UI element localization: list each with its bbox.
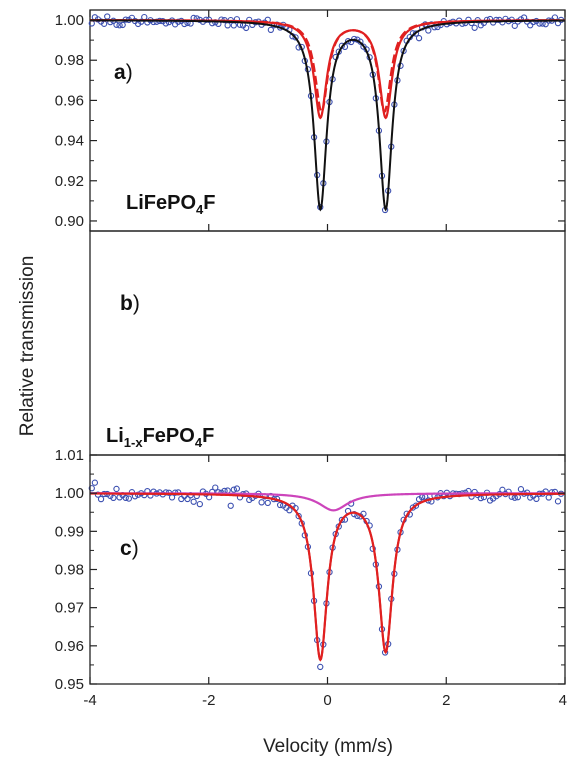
data-point — [246, 496, 253, 504]
y-tick-label: 0.96 — [55, 638, 84, 655]
data-point — [178, 495, 185, 503]
fit-curve-total-fit — [89, 492, 565, 662]
formula-text: F — [202, 425, 214, 447]
y-axis: 1.01 1.00 0.99 0.98 0.97 0.96 0.95 — [55, 447, 566, 693]
y-axis: 1.00 0.98 0.96 0.94 0.92 0.90 — [55, 10, 566, 231]
data-point — [113, 21, 120, 28]
formula-text: LiFePO — [126, 192, 196, 214]
plot-layer — [88, 13, 565, 214]
plot-layer — [88, 479, 565, 671]
data-point — [227, 502, 234, 509]
data-point — [138, 18, 145, 25]
fit-curve-total-fit — [90, 19, 565, 212]
panel-tag: a) — [114, 61, 133, 84]
data-point — [517, 16, 525, 23]
data-point — [264, 499, 271, 507]
fit-curve-component-2 — [90, 19, 565, 114]
x-axis: -4 -2 0 2 4 — [83, 692, 567, 709]
plot-frame — [89, 454, 566, 685]
data-point — [212, 484, 219, 491]
data-point — [104, 13, 111, 20]
data-point — [412, 502, 420, 509]
formula-text: F — [203, 192, 215, 214]
y-tick-label: 0.90 — [55, 213, 84, 230]
data-point — [511, 22, 518, 29]
y-tick-label: 1.01 — [55, 447, 84, 464]
y-tick-label: 0.98 — [55, 562, 84, 579]
data-point — [533, 495, 540, 503]
x-tick-label: 2 — [442, 692, 450, 709]
panel-tag: c) — [120, 537, 139, 560]
panel-c: c) — [89, 454, 566, 685]
data-point — [338, 516, 346, 524]
x-tick-label: 0 — [323, 692, 331, 709]
compound-label: Li1-xFePO4F — [106, 425, 214, 450]
panel-tag: b) — [120, 292, 140, 315]
data-point — [141, 13, 148, 21]
data-point — [168, 494, 176, 501]
data-point — [97, 495, 105, 503]
data-point — [286, 507, 293, 514]
data-point — [317, 663, 324, 671]
data-point — [91, 479, 99, 486]
x-axis-title: Velocity (mm/s) — [263, 736, 393, 757]
y-tick-label: 1.00 — [55, 12, 84, 29]
data-point — [344, 38, 352, 45]
data-point — [153, 18, 160, 25]
data-point — [125, 495, 132, 502]
data-point — [292, 34, 299, 41]
data-point — [471, 24, 478, 31]
y-tick-label: 0.95 — [55, 676, 84, 693]
y-tick-label: 0.98 — [55, 52, 84, 69]
data-point — [184, 495, 191, 503]
x-tick-label: 4 — [559, 692, 567, 709]
formula-text: Li — [106, 425, 124, 447]
data-point — [230, 486, 237, 493]
data-point — [267, 26, 275, 34]
y-tick-label: 0.97 — [55, 600, 84, 617]
y-tick-label: 0.92 — [55, 173, 84, 190]
data-point — [116, 22, 123, 29]
data-point — [360, 510, 367, 517]
y-tick-label: 0.94 — [55, 133, 84, 150]
formula-subscript: 4 — [195, 435, 203, 450]
data-point — [554, 498, 562, 505]
plot-frame — [89, 230, 566, 456]
data-point — [258, 499, 265, 506]
data-point — [233, 485, 241, 492]
data-point — [110, 494, 117, 501]
formula-text: FePO — [143, 425, 195, 447]
x-tick-label: -2 — [202, 692, 215, 709]
data-point — [224, 22, 231, 29]
data-point — [425, 27, 432, 34]
data-point — [128, 489, 136, 496]
x-tick-label: -4 — [83, 692, 96, 709]
y-tick-label: 0.96 — [55, 92, 84, 109]
data-point — [517, 486, 525, 493]
panel-b: 1.01 1.00 0.99 0.98 0.97 0.96 0.95 b) Li1-xFeP… — [55, 230, 566, 693]
y-axis-title: Relative transmission — [17, 256, 38, 437]
y-tick-label: 0.99 — [55, 523, 84, 540]
data-point — [276, 501, 284, 509]
data-point — [113, 485, 120, 493]
data-point — [190, 498, 197, 505]
y-tick-label: 1.00 — [55, 485, 84, 502]
data-point — [119, 21, 126, 29]
data-point — [196, 500, 203, 508]
fit-curve-component-1 — [89, 492, 565, 662]
compound-label: LiFePO4F — [126, 192, 215, 217]
data-point — [409, 504, 417, 511]
formula-subscript: 4 — [196, 202, 204, 217]
data-point — [230, 22, 237, 29]
data-point — [415, 35, 423, 42]
data-point — [243, 24, 250, 32]
panel-a: 1.00 0.98 0.96 0.94 0.92 0.90 a) LiFePO4F — [55, 9, 566, 232]
data-point — [545, 494, 552, 501]
data-point — [88, 485, 95, 492]
data-point — [527, 22, 534, 29]
data-point — [122, 494, 129, 502]
formula-subscript: 1-x — [124, 435, 144, 450]
